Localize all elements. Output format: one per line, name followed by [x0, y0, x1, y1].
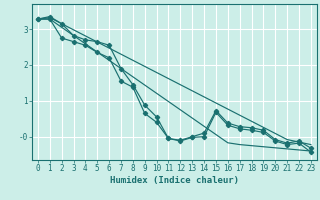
X-axis label: Humidex (Indice chaleur): Humidex (Indice chaleur) [110, 176, 239, 185]
